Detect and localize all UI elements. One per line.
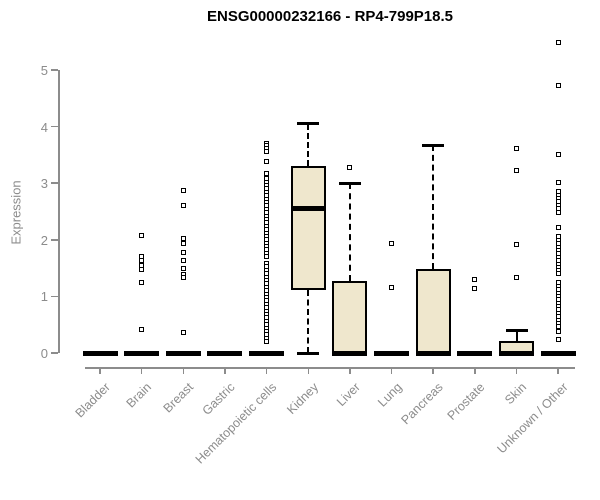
y-tick [51,239,58,241]
upper-whisker-cap [338,181,361,185]
outlier-point [514,146,519,152]
upper-whisker-cap [422,143,445,147]
y-tick [51,295,58,298]
outlier-point [555,328,561,334]
y-tick-label: 4 [40,119,48,135]
outlier-point [139,326,145,332]
outlier-point [264,170,270,176]
outlier-point [264,159,270,165]
median-line [540,350,576,356]
outlier-point [180,249,186,255]
x-tick [557,367,559,374]
x-tick [99,367,101,374]
upper-whisker-cap [505,328,528,332]
outlier-point [180,241,186,247]
x-tick-label: Unknown / Other [361,378,571,456]
median-line [124,350,160,356]
x-tick [265,367,268,374]
outlier-point [264,254,270,260]
x-tick [182,367,185,374]
x-tick-label-text: Unknown / Other [494,380,572,457]
outlier-point [139,279,145,285]
outlier-point [555,270,561,276]
median-line [249,350,285,356]
outlier-point [514,168,519,174]
upper-whisker [348,183,351,281]
upper-whisker [515,330,518,341]
x-axis-line [85,367,575,369]
outlier-point [389,284,395,290]
upper-whisker [307,123,310,166]
outlier-point [180,235,186,241]
box [332,280,368,353]
median-line [165,350,201,356]
y-tick-label: 1 [40,289,48,305]
y-tick-label: 5 [40,63,48,78]
outlier-point [347,165,353,171]
x-tick [140,367,143,374]
median-line [374,350,410,356]
y-tick-label: 0 [40,346,48,361]
outlier-point [555,152,561,158]
outlier-point [264,339,270,345]
outlier-point [555,179,561,185]
median-line [207,350,243,356]
outlier-point [555,337,561,343]
outlier-point [180,202,186,208]
median-line [82,350,118,356]
outlier-point [555,83,561,89]
x-tick [432,367,434,374]
outlier-point [139,266,145,272]
y-axis-line [58,70,60,353]
outlier-point [139,253,145,259]
upper-whisker [432,145,435,269]
outlier-point [389,240,395,246]
x-tick [390,367,393,374]
outlier-point [180,257,186,263]
lower-whisker-cap [297,351,320,355]
outlier-point [180,329,186,335]
outlier-point [555,225,561,231]
outlier-point [180,265,186,271]
median-line [415,350,451,356]
median-line [499,350,534,356]
outlier-point [472,277,478,283]
y-tick [51,182,58,184]
outlier-point [180,188,186,194]
x-tick-label-text: Hematopoietic cells [192,380,280,467]
outlier-point [514,242,519,248]
upper-whisker-cap [297,122,320,126]
x-tick [224,367,226,374]
y-tick-label: 2 [40,232,48,248]
x-tick [515,367,518,374]
x-tick [474,367,476,374]
outlier-point [514,275,519,281]
outlier-point [139,233,145,239]
box [415,268,451,353]
y-tick-label: 3 [40,176,48,192]
outlier-point [139,258,145,264]
x-tick [307,367,309,374]
box [290,165,326,291]
outlier-point [180,275,186,281]
lower-whisker [307,290,310,353]
median-line [290,205,326,211]
y-tick [51,352,58,354]
chart-title: ENSG00000232166 - RP4-799P18.5 [206,8,453,25]
outlier-point [472,285,478,291]
outlier-point [555,209,561,215]
x-tick [349,367,351,374]
outlier-point [264,149,270,154]
median-line [332,350,368,356]
y-tick [51,69,58,71]
y-tick [51,125,58,128]
outlier-point [555,39,561,45]
median-line [457,350,493,356]
